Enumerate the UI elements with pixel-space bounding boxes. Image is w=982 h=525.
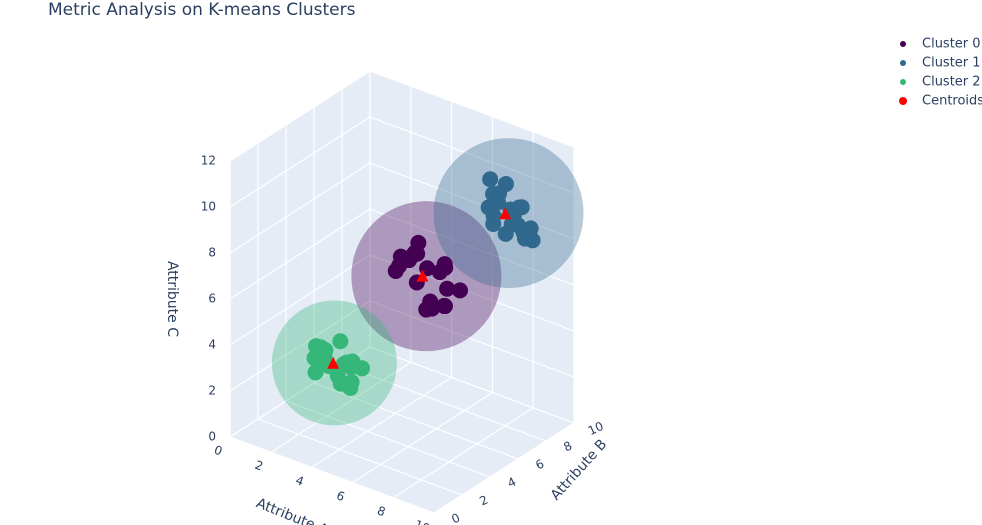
grid-line [369, 116, 575, 194]
centroid [499, 207, 512, 220]
x-axis-title: Attribute A [254, 495, 331, 525]
point [436, 298, 453, 315]
grid-line [369, 300, 575, 378]
y-tick-label: 2 [477, 493, 490, 509]
point [482, 171, 499, 188]
grid-line [229, 70, 371, 162]
point [522, 220, 539, 237]
legend-marker [899, 97, 907, 105]
legend-marker [900, 79, 906, 85]
point [316, 349, 333, 366]
point [343, 359, 360, 376]
legend-label: Centroids [922, 94, 982, 109]
legend-marker [900, 60, 906, 66]
x-tick-label: 6 [335, 488, 347, 504]
grid-line [369, 346, 575, 424]
point [452, 282, 468, 299]
grid-line [229, 208, 371, 300]
y-tick-label: 10 [586, 419, 606, 438]
grid-line [229, 300, 371, 392]
point [485, 215, 502, 232]
legend-marker [900, 41, 906, 47]
z-tick-label: 8 [208, 246, 216, 260]
y-tick-label: 4 [505, 475, 518, 491]
grid-line [229, 116, 371, 208]
legend-label: Cluster 0 [922, 37, 981, 52]
x-tick-label: 10 [413, 517, 432, 525]
y-tick-label: 0 [449, 511, 462, 525]
grid-line [311, 376, 452, 468]
grid-line [369, 208, 575, 286]
point [387, 262, 404, 279]
z-tick-label: 0 [208, 430, 216, 444]
grid-line [285, 400, 491, 478]
x-tick-label: 4 [294, 473, 306, 489]
z-tick-label: 2 [208, 384, 216, 398]
x-tick-label: 0 [212, 443, 224, 459]
z-tick-label: 6 [208, 292, 216, 306]
grid-line [229, 162, 371, 254]
point [510, 217, 527, 234]
x-tick-label: 2 [253, 458, 265, 474]
grid-line [229, 254, 371, 346]
centroid [327, 356, 340, 369]
y-tick-label: 8 [561, 439, 574, 455]
grid-line [369, 162, 575, 240]
point [480, 199, 497, 216]
point [436, 256, 453, 273]
grid-line [229, 436, 435, 514]
z-tick-label: 10 [201, 200, 216, 214]
x-tick-label: 8 [375, 503, 387, 519]
grid-line [270, 361, 412, 453]
legend-label: Cluster 2 [922, 75, 981, 90]
grid-line [257, 418, 463, 496]
z-tick-label: 12 [201, 154, 216, 168]
grid-line [392, 407, 534, 499]
point [439, 280, 456, 297]
floor [230, 347, 574, 513]
grid-line [433, 422, 575, 514]
point [423, 300, 440, 317]
point [511, 199, 528, 216]
y-tick-label: 6 [533, 457, 546, 473]
chart-title: Metric Analysis on K-means Clusters [48, 0, 356, 20]
grid-line [369, 70, 575, 148]
centroid [416, 269, 429, 282]
point [491, 185, 508, 202]
point [409, 245, 426, 262]
grid-line [341, 364, 547, 442]
point [524, 232, 541, 249]
y-axis-title: Attribute B [548, 436, 611, 503]
point [342, 380, 359, 397]
z-tick-label: 4 [208, 338, 216, 352]
legend-label: Cluster 1 [922, 56, 981, 71]
point [332, 333, 349, 350]
z-axis-title: Attribute C [164, 261, 180, 337]
grid-line [352, 392, 493, 484]
point [392, 248, 409, 265]
